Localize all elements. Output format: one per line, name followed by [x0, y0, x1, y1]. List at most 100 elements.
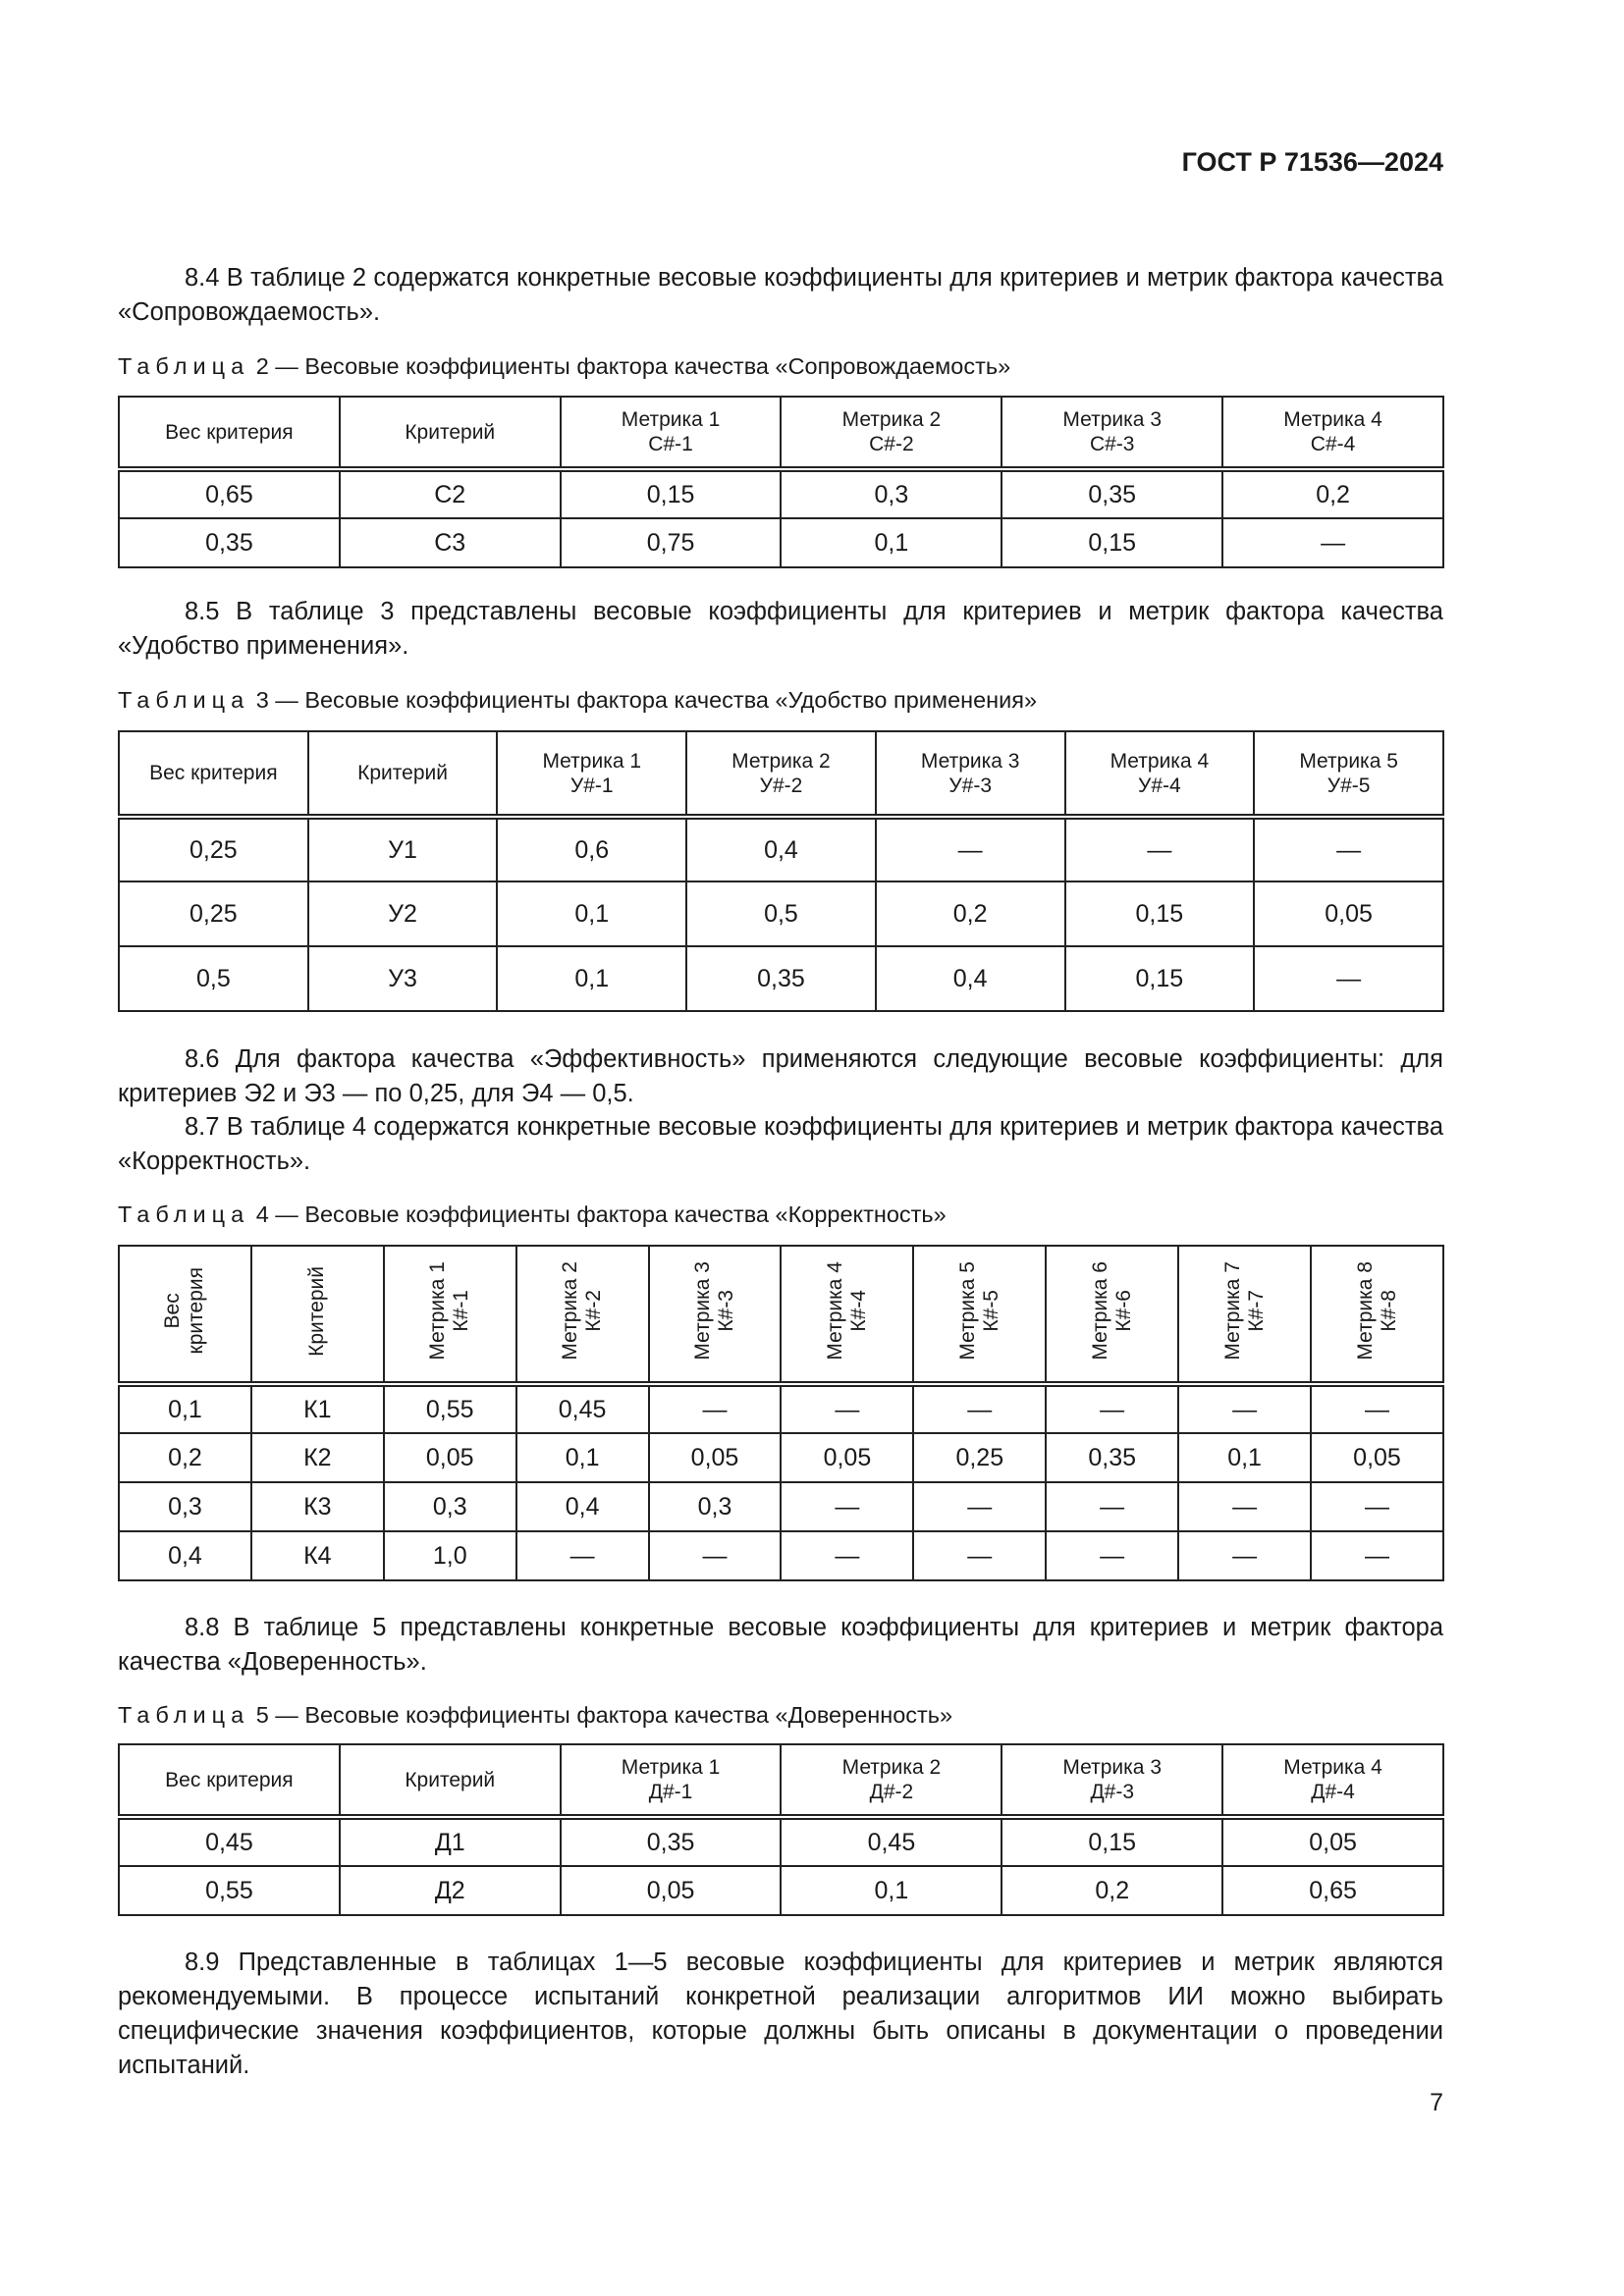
column-header-text: Метрика 2 Д#-2: [842, 1756, 942, 1803]
table-cell: 0,5: [685, 881, 877, 947]
header-line: критерия: [185, 1267, 208, 1355]
table-cell: У2: [306, 881, 499, 947]
column-header: Критерий: [338, 396, 562, 472]
column-header-text: Метрика 1 К#-1: [426, 1261, 473, 1361]
header-line: Метрика 1: [426, 1261, 450, 1361]
column-header: Метрика 3 К#-3: [647, 1245, 783, 1387]
column-header-text: Критерий: [357, 762, 448, 784]
table-cell: 0,4: [685, 816, 877, 882]
table-cell: У3: [306, 945, 499, 1012]
table-cell: 0,1: [780, 1865, 1003, 1916]
table-cell: —: [912, 1481, 1048, 1532]
header-line: Д#-2: [869, 1781, 914, 1803]
table-cell: 0,5: [118, 945, 309, 1012]
table-cell: 0,15: [1001, 1816, 1224, 1867]
table-cell: К3: [249, 1481, 385, 1532]
caption-text: 4 — Весовые коэффициенты фактора качеств…: [255, 1201, 947, 1227]
caption-text: 2 — Весовые коэффициенты фактора качеств…: [255, 353, 1011, 379]
header-line: К#-7: [1244, 1290, 1268, 1332]
column-header: Критерий: [249, 1245, 385, 1387]
column-header: Вес критерия: [118, 1743, 341, 1820]
column-header-text: Метрика 4 У#-4: [1110, 750, 1210, 797]
header-line: Метрика 2: [841, 1756, 942, 1779]
paragraph-8-6: 8.6 Для фактора качества «Эффективность»…: [118, 1045, 1443, 1107]
document-header: ГОСТ Р 71536—2024: [1181, 147, 1443, 177]
header-line: Д#-1: [648, 1781, 693, 1803]
header-line: Метрика 3: [1062, 1756, 1163, 1779]
header-line: Критерий: [305, 1265, 329, 1357]
header-line: К#-5: [979, 1290, 1002, 1332]
table-cell: —: [647, 1383, 783, 1434]
column-header: Метрика 1 К#-1: [382, 1245, 517, 1387]
column-header-text: Метрика 8 К#-8: [1354, 1261, 1401, 1361]
header-line: С#-2: [869, 433, 914, 455]
table-row: 0,45 Д1 0,35 0,45 0,15 0,05: [118, 1816, 1444, 1867]
table-2-caption: Таблица 2 — Весовые коэффициенты фактора…: [118, 353, 1010, 380]
column-header-text: Вес критерия: [161, 1267, 208, 1354]
table-4: Вес критерия Критерий Метрика 1 К#-1 Метрика …: [118, 1245, 1444, 1581]
table-cell: 0,2: [118, 1432, 252, 1483]
header-line: У#-1: [569, 774, 614, 797]
column-header: Метрика 5 К#-5: [912, 1245, 1048, 1387]
table-cell: 0,4: [874, 945, 1066, 1012]
table-cell: 0,45: [514, 1383, 650, 1434]
table-5-caption: Таблица 5 — Весовые коэффициенты фактора…: [118, 1702, 952, 1729]
table-cell: —: [874, 816, 1066, 882]
header-line: К#-4: [846, 1290, 870, 1332]
table-cell: С3: [338, 517, 562, 568]
table-2: Вес критерия Критерий Метрика 1 С#-1 Метрика…: [118, 396, 1444, 568]
table-row: 0,25 У1 0,6 0,4— — —: [118, 816, 1444, 882]
header-line: Метрика 5: [955, 1261, 979, 1361]
header-line: У#-3: [948, 774, 993, 797]
table-cell: 0,35: [1045, 1432, 1180, 1483]
table-cell: 0,05: [382, 1432, 517, 1483]
table-cell: 0,65: [118, 468, 341, 519]
table-cell: 0,6: [496, 816, 688, 882]
paragraph-8-9: 8.9 Представленные в таблицах 1—5 весовы…: [118, 1949, 1443, 2079]
paragraph-8-5: 8.5 В таблице 3 представлены весовые коэ…: [118, 598, 1443, 660]
column-header-text: Метрика 3 К#-3: [691, 1261, 738, 1361]
table-cell: К2: [249, 1432, 385, 1483]
column-header: Метрика 5 У#-5: [1253, 730, 1444, 820]
header-line: Критерий: [357, 762, 448, 784]
table-cell: 0,1: [496, 881, 688, 947]
table-cell: —: [1221, 517, 1444, 568]
caption-label: Таблица: [118, 353, 250, 379]
column-header-text: Критерий: [405, 1769, 495, 1791]
table-4-caption: Таблица 4 — Весовые коэффициенты фактора…: [118, 1201, 947, 1228]
table-cell: —: [1310, 1530, 1444, 1581]
table-row: 0,35 С3 0,75 0,1 0,15—: [118, 517, 1444, 568]
table-cell: 0,1: [496, 945, 688, 1012]
table-cell: 0,15: [1001, 517, 1224, 568]
column-header: Метрика 4 Д#-4: [1221, 1743, 1444, 1820]
header-line: Метрика 1: [621, 408, 721, 431]
column-header-text: Метрика 1 Д#-1: [622, 1756, 721, 1803]
table-cell: Д1: [338, 1816, 562, 1867]
column-header: Метрика 7 К#-7: [1177, 1245, 1313, 1387]
column-header: Критерий: [338, 1743, 562, 1820]
header-line: К#-1: [450, 1290, 473, 1332]
table-cell: —: [647, 1530, 783, 1581]
caption-label: Таблица: [118, 687, 250, 713]
column-header-text: Критерий: [305, 1266, 329, 1357]
table-cell: 0,15: [559, 468, 783, 519]
table-row: 0,3 К3 0,3 0,4 0,3— — — — —: [118, 1481, 1444, 1532]
table-cell: 0,55: [382, 1383, 517, 1434]
column-header: Вес критерия: [118, 730, 309, 820]
table-cell: 0,3: [382, 1481, 517, 1532]
table-cell: —: [1310, 1383, 1444, 1434]
table-cell: —: [1063, 816, 1256, 882]
table-cell: У1: [306, 816, 499, 882]
header-line: С#-4: [1310, 433, 1356, 455]
header-line: Метрика 4: [1283, 408, 1382, 431]
header-line: К#-8: [1377, 1290, 1400, 1332]
header-line: Вес критерия: [149, 762, 278, 784]
header-line: Д#-3: [1090, 1781, 1135, 1803]
header-line: С#-3: [1089, 433, 1135, 455]
column-header: Вес критерия: [118, 396, 341, 472]
table-cell: —: [912, 1383, 1048, 1434]
table-cell: 0,15: [1063, 945, 1256, 1012]
table-cell: —: [1177, 1530, 1313, 1581]
column-header-text: Метрика 4 Д#-4: [1283, 1756, 1382, 1803]
column-header: Метрика 1 Д#-1: [559, 1743, 783, 1820]
